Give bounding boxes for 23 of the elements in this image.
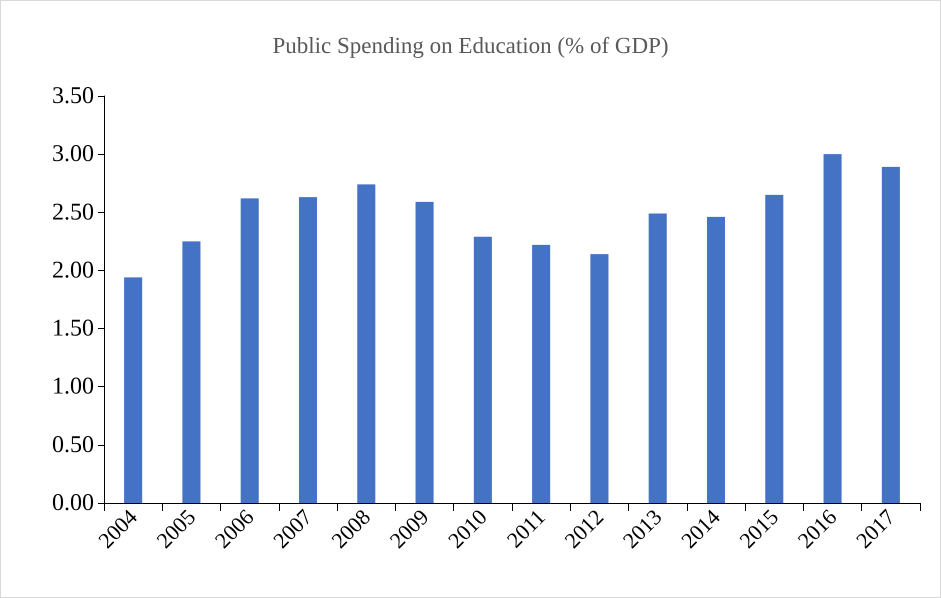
y-tick-label: 0.50: [52, 432, 94, 458]
y-tick-label: 2.00: [52, 257, 94, 284]
y-tick-label: 1.50: [52, 316, 94, 342]
bar: [124, 277, 142, 503]
bar: [706, 216, 726, 503]
bar: [648, 213, 667, 503]
bar: [824, 154, 842, 503]
bar: [532, 244, 550, 503]
bar: [182, 241, 200, 503]
y-tick-label: 1.00: [52, 374, 94, 400]
bar: [298, 197, 318, 503]
bar: [765, 194, 784, 503]
bar: [882, 166, 900, 503]
bar: [357, 184, 376, 503]
y-tick-label: 3.50: [52, 83, 94, 109]
bar: [416, 202, 434, 503]
bar: [240, 198, 259, 503]
bar: [590, 254, 608, 503]
chart-title: Public Spending on Education (% of GDP): [272, 33, 669, 58]
bar: [474, 236, 492, 503]
y-tick-label: 3.00: [52, 141, 94, 168]
y-tick-label: 2.50: [52, 199, 94, 226]
y-tick-label: 0.00: [52, 490, 94, 516]
